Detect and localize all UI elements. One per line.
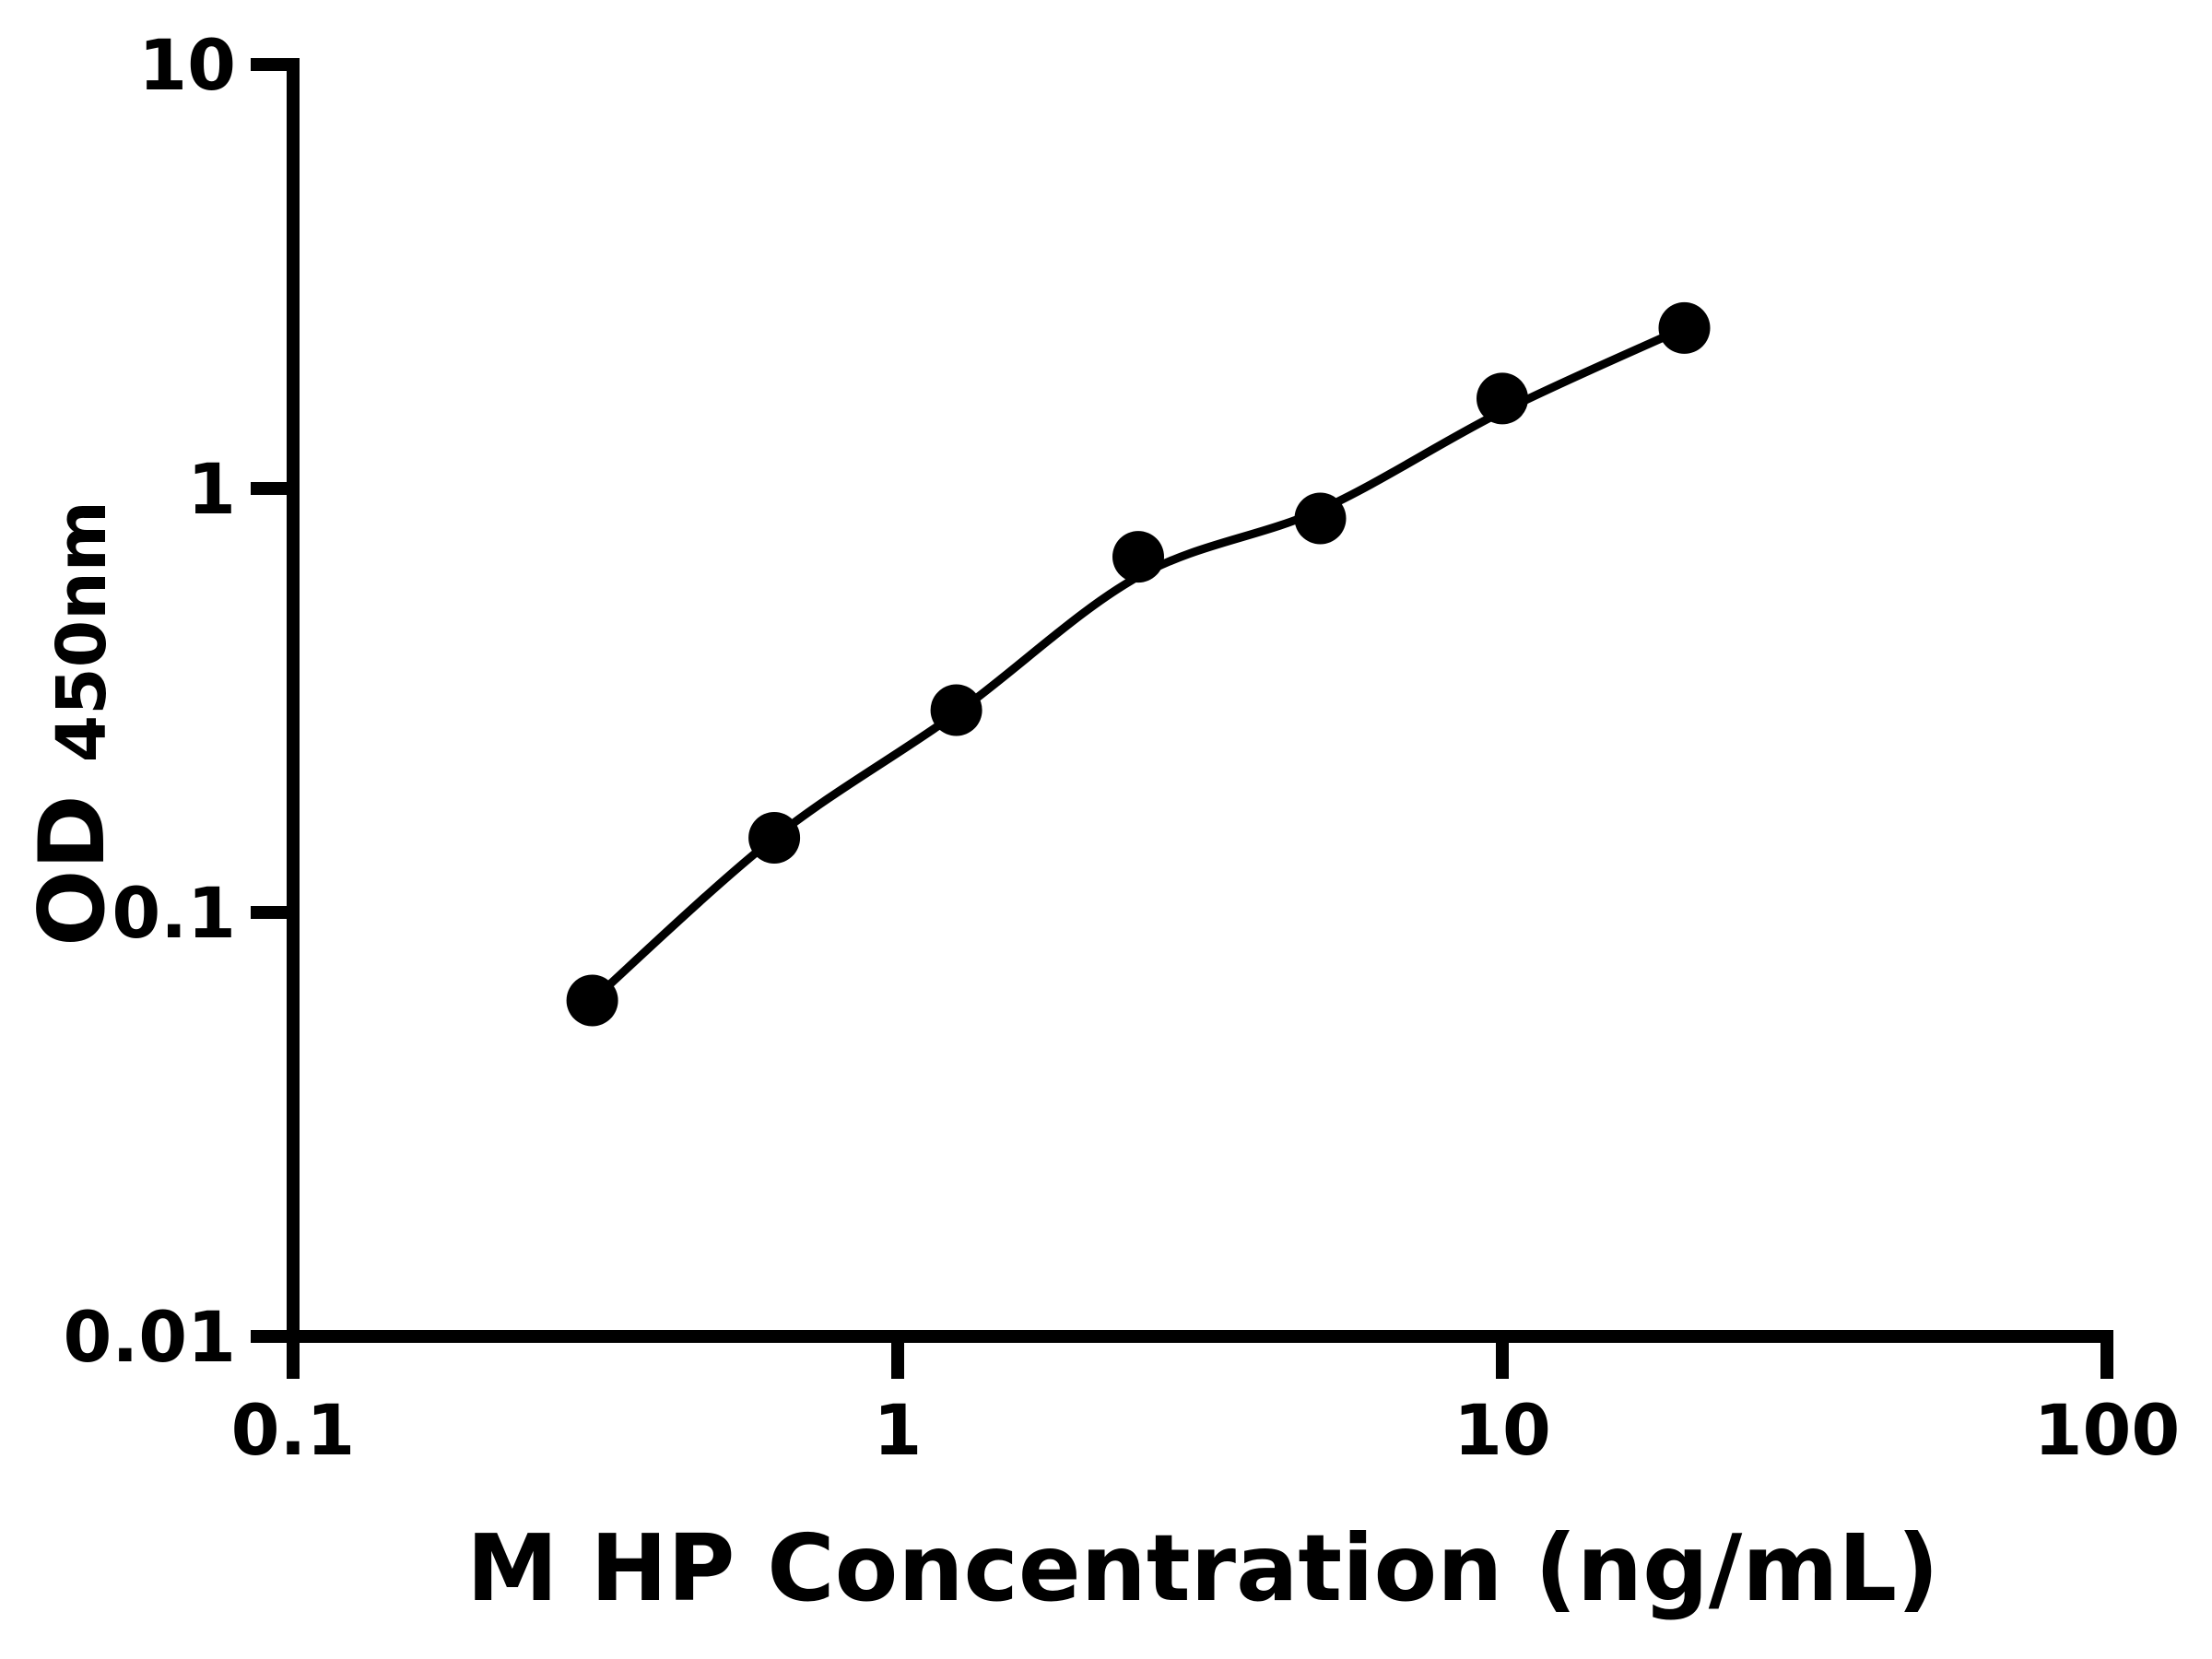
data-point-marker: [748, 812, 801, 864]
data-point-marker: [1112, 531, 1164, 583]
y-tick-label: 0.01: [63, 1296, 236, 1378]
data-point-marker: [1294, 492, 1347, 545]
data-point-marker: [1477, 372, 1528, 425]
x-axis: 0.1 1 10 100: [231, 1330, 2181, 1471]
data-points: [566, 301, 1711, 1027]
x-axis-title: M HP Concentration (ng/mL): [466, 1514, 1939, 1622]
y-tick-label: 0.1: [112, 872, 236, 954]
fit-curve-line: [588, 324, 1688, 1005]
data-point-marker: [1658, 301, 1711, 354]
y-axis: 10 1 0.1 0.01: [63, 24, 300, 1378]
y-axis-title-subscript: 450nm: [42, 500, 122, 762]
y-axis-title: OD 450nm: [18, 500, 125, 947]
y-tick-label: 1: [187, 448, 236, 530]
x-tick-label: 10: [1453, 1389, 1551, 1471]
y-axis-title-main: OD: [20, 794, 125, 947]
data-point-marker: [566, 974, 618, 1027]
x-tick-label: 100: [2034, 1389, 2181, 1471]
data-series: [566, 301, 1711, 1027]
x-tick-label: 0.1: [231, 1389, 356, 1471]
y-tick-label: 10: [138, 24, 236, 106]
data-point-marker: [930, 684, 982, 736]
x-tick-label: 1: [874, 1389, 923, 1471]
